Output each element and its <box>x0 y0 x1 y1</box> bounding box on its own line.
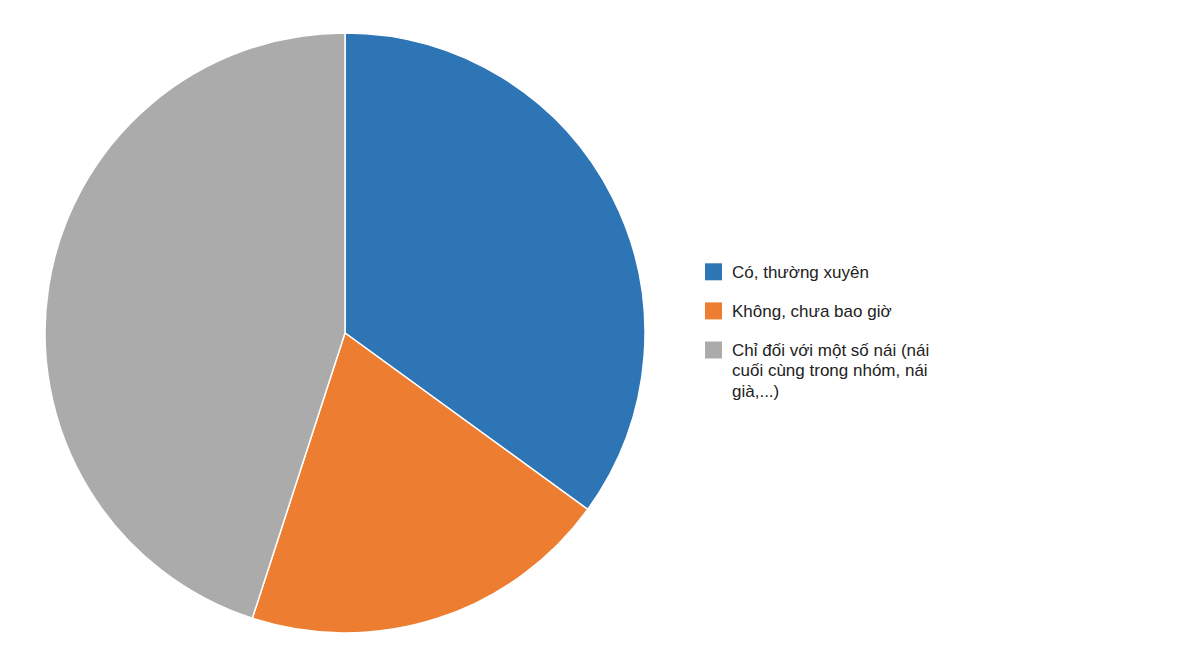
legend-label-line: Chỉ đối với một số nái (nái <box>732 341 929 360</box>
pie <box>45 33 645 633</box>
legend-item: Chỉ đối với một số nái (náicuối cùng tro… <box>705 341 929 401</box>
legend-label: Chỉ đối với một số nái (náicuối cùng tro… <box>732 341 929 401</box>
legend-swatch <box>705 342 722 359</box>
legend-label-line: Không, chưa bao giờ <box>732 302 892 321</box>
legend-label-line: già,...) <box>732 382 779 401</box>
legend-label-line: cuối cùng trong nhóm, nái <box>732 361 928 380</box>
legend: Có, thường xuyên Không, chưa bao giờ Chỉ đ… <box>705 263 929 401</box>
legend-label-line: Có, thường xuyên <box>732 263 869 282</box>
pie-slice <box>45 33 345 618</box>
legend-swatch <box>705 302 722 319</box>
legend-item: Có, thường xuyên <box>705 263 869 282</box>
legend-swatch <box>705 263 722 280</box>
legend-label: Có, thường xuyên <box>732 263 869 282</box>
chart-root: Có, thường xuyên Không, chưa bao giờ Chỉ đ… <box>0 0 1184 666</box>
legend-label: Không, chưa bao giờ <box>732 302 892 321</box>
legend-item: Không, chưa bao giờ <box>705 302 892 321</box>
